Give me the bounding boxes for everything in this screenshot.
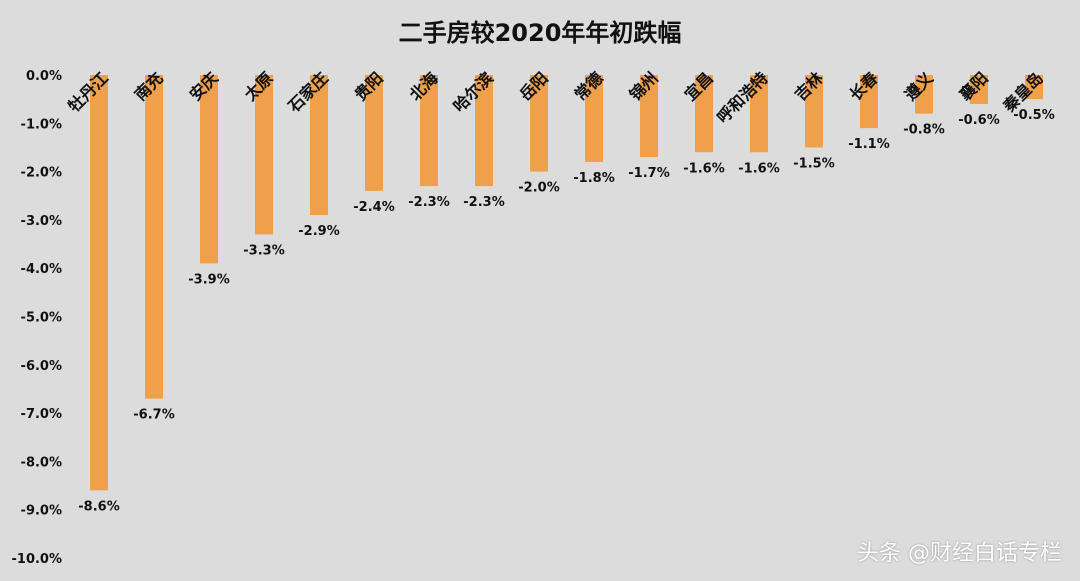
y-tick-label: -9.0% xyxy=(21,504,62,519)
bar xyxy=(1025,75,1043,100)
bar xyxy=(750,75,768,153)
y-tick-label: 0.0% xyxy=(26,69,62,84)
bar xyxy=(640,75,658,158)
data-label: -2.9% xyxy=(298,224,339,239)
chart-title: 二手房较2020年年初跌幅 xyxy=(399,19,682,47)
data-label: -3.3% xyxy=(243,243,284,258)
bar xyxy=(860,75,878,129)
y-tick-label: -1.0% xyxy=(21,117,62,132)
y-tick-label: -6.0% xyxy=(21,359,62,374)
bar xyxy=(585,75,603,162)
bar xyxy=(530,75,548,172)
watermark-text: 头条 @财经白话专栏 xyxy=(857,541,1062,566)
y-axis: 0.0% -1.0% -2.0% -3.0% -4.0% -5.0% -6.0% -7.0% -… xyxy=(12,69,63,567)
bar xyxy=(145,75,163,399)
bar xyxy=(90,75,108,491)
y-tick-label: -8.0% xyxy=(21,455,62,470)
y-tick-label: -3.0% xyxy=(21,214,62,229)
bar xyxy=(805,75,823,148)
data-label: -0.5% xyxy=(1013,108,1054,123)
bar xyxy=(255,75,273,235)
bar xyxy=(420,75,438,187)
y-tick-label: -5.0% xyxy=(21,311,62,326)
data-labels: -8.6% -6.7% -3.9% -3.3% -2.9% -2.4% -2.3% -2.3%… xyxy=(78,108,1054,514)
bar xyxy=(310,75,328,216)
data-label: -1.1% xyxy=(848,137,889,152)
data-label: -1.7% xyxy=(628,166,669,181)
data-label: -2.3% xyxy=(408,195,449,210)
bar xyxy=(200,75,218,264)
y-tick-label: -2.0% xyxy=(21,166,62,181)
data-label: -0.8% xyxy=(903,123,944,138)
data-label: -2.3% xyxy=(463,195,504,210)
data-label: -8.6% xyxy=(78,499,119,514)
y-tick-label: -7.0% xyxy=(21,407,62,422)
bar xyxy=(915,75,933,114)
bar xyxy=(970,75,988,104)
bar-series xyxy=(90,75,1043,491)
bar xyxy=(365,75,383,191)
bar xyxy=(475,75,493,187)
data-label: -2.4% xyxy=(353,200,394,215)
data-label: -1.8% xyxy=(573,171,614,186)
data-label: -3.9% xyxy=(188,272,229,287)
bar xyxy=(695,75,713,153)
data-label: -0.6% xyxy=(958,113,999,128)
data-label: -2.0% xyxy=(518,181,559,196)
data-label: -1.6% xyxy=(683,161,724,176)
y-tick-label: -4.0% xyxy=(21,262,62,277)
data-label: -1.5% xyxy=(793,156,834,171)
data-label: -1.6% xyxy=(738,161,779,176)
y-tick-label: -10.0% xyxy=(12,552,63,567)
data-label: -6.7% xyxy=(133,408,174,423)
